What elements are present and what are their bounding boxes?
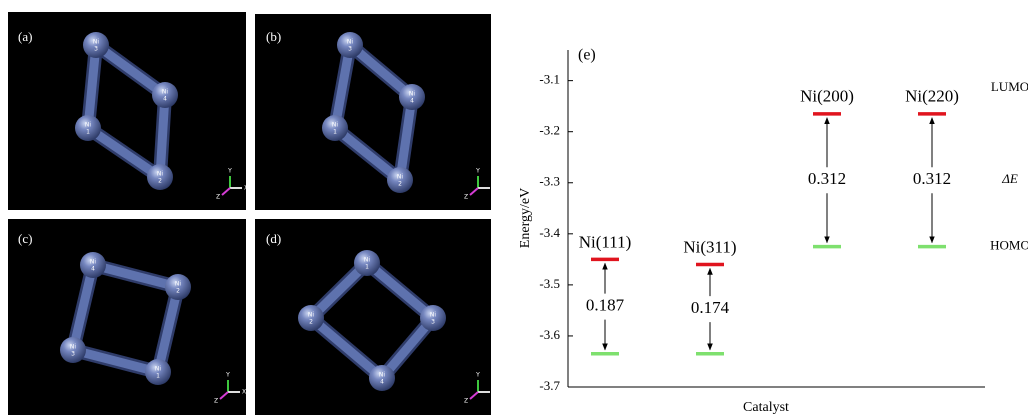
y-tick-label: -3.6 <box>539 327 560 342</box>
annotation: ΔE <box>1001 171 1018 186</box>
atom-index: 3 <box>431 319 435 326</box>
legend-label: HOMO <box>990 238 1028 253</box>
triad-label: Y <box>225 372 230 379</box>
atom-index: 3 <box>348 46 352 53</box>
panel-bg <box>8 219 246 415</box>
atom-element: Ni <box>85 122 91 129</box>
y-tick-label: -3.3 <box>539 174 560 189</box>
atom-index: 4 <box>163 96 167 103</box>
figure: (a)Ni3Ni4Ni1Ni2YXZ(b)Ni3Ni4Ni1Ni2YXZ(c)N… <box>0 0 1028 417</box>
atom-index: 4 <box>380 379 384 386</box>
atom-element: Ni <box>162 89 168 96</box>
atom-index: 1 <box>333 129 337 136</box>
y-tick-label: -3.2 <box>539 123 560 138</box>
atom-index: 1 <box>365 264 369 271</box>
atom-element: Ni <box>430 312 436 319</box>
y-tick-label: -3.4 <box>539 225 560 240</box>
panel-label: (e) <box>578 47 596 64</box>
triad-label: Z <box>214 398 218 405</box>
atom-element: Ni <box>157 171 163 178</box>
atom-index: 2 <box>158 178 162 185</box>
category-label: Ni(220) <box>905 87 959 106</box>
gap-label: 0.187 <box>586 295 625 314</box>
atom-element: Ni <box>93 39 99 46</box>
triad-label: Y <box>475 168 480 175</box>
triad-label: X <box>242 389 246 396</box>
atom-element: Ni <box>155 366 161 373</box>
x-axis-label: Catalyst <box>743 400 789 415</box>
atom-index: 2 <box>176 288 180 295</box>
atom-index: 1 <box>86 129 90 136</box>
panel-label: (d) <box>266 231 281 246</box>
category-label: Ni(200) <box>800 87 854 106</box>
atom-element: Ni <box>70 344 76 351</box>
panel-label: (c) <box>18 231 32 246</box>
atom-element: Ni <box>308 312 314 319</box>
atom-index: 4 <box>91 266 95 273</box>
atom-element: Ni <box>397 174 403 181</box>
triad-label: X <box>492 185 496 192</box>
triad-label: Z <box>464 398 468 405</box>
energy-chart: -3.1 -3.2 -3.3 -3.4 -3.5 -3.6 -3.7 (e) Energy/eV… <box>518 47 1028 416</box>
category-label: Ni(311) <box>683 237 736 256</box>
atom-index: 3 <box>94 46 98 53</box>
atom-index: 3 <box>71 351 75 358</box>
panel-bg <box>255 14 491 210</box>
gap-label: 0.312 <box>808 169 846 188</box>
triad-label: X <box>492 389 496 396</box>
atom-element: Ni <box>364 257 370 264</box>
atom-element: Ni <box>347 39 353 46</box>
atom-element: Ni <box>332 122 338 129</box>
atom-element: Ni <box>379 372 385 379</box>
y-axis-label: Energy/eV <box>518 188 533 248</box>
atom-element: Ni <box>175 281 181 288</box>
triad-label: Z <box>464 194 468 201</box>
gap-label: 0.312 <box>913 169 951 188</box>
atom-element: Ni <box>409 91 415 98</box>
panel-label: (a) <box>18 29 32 44</box>
atom-element: Ni <box>90 259 96 266</box>
panel-label: (b) <box>266 29 281 44</box>
triad-label: Z <box>216 194 220 201</box>
atom-index: 2 <box>398 181 402 188</box>
panel-bg <box>8 12 246 210</box>
y-tick-label: -3.1 <box>539 72 560 87</box>
triad-label: Y <box>227 168 232 175</box>
page: (a)Ni3Ni4Ni1Ni2YXZ(b)Ni3Ni4Ni1Ni2YXZ(c)N… <box>0 0 1028 417</box>
atom-index: 2 <box>309 319 313 326</box>
atom-index: 4 <box>410 98 414 105</box>
gap-label: 0.174 <box>691 298 730 317</box>
category-label: Ni(111) <box>579 232 632 251</box>
triad-label: Y <box>475 372 480 379</box>
y-tick-label: -3.7 <box>539 378 560 393</box>
triad-label: X <box>244 185 248 192</box>
y-tick-label: -3.5 <box>539 276 560 291</box>
atom-index: 1 <box>156 373 160 380</box>
legend-label: LUMO <box>991 79 1028 94</box>
